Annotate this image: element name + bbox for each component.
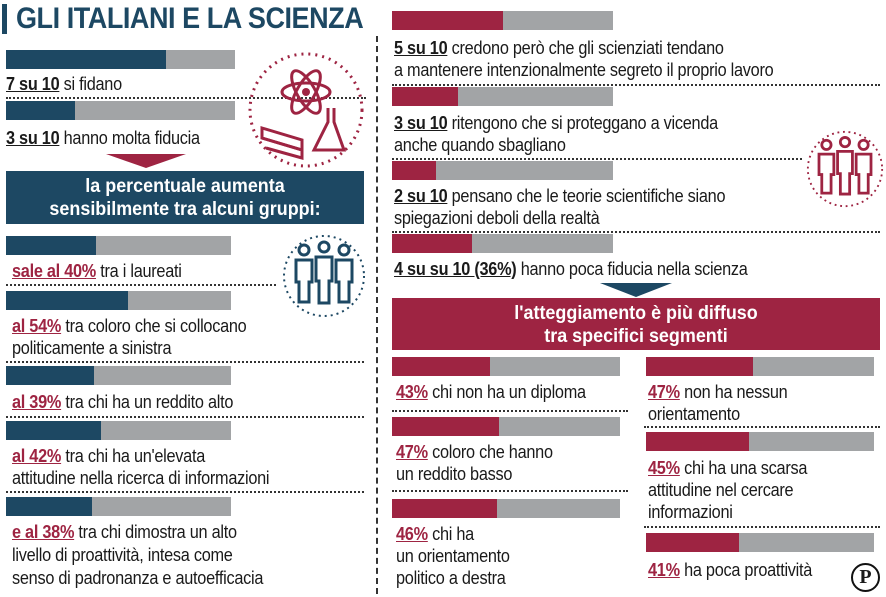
science-icon — [248, 52, 364, 168]
column-divider — [376, 36, 378, 594]
arrow-down — [106, 154, 186, 168]
arrow-down — [600, 283, 672, 297]
stat-low-trust: 4 su su 10 (36%) hanno poca fiducia nell… — [394, 258, 748, 279]
stat-strong-trust: 3 su 10 hanno molta fiducia — [6, 127, 200, 148]
stat-info-seeking: al 42% tra chi ha un'elevata — [12, 445, 206, 466]
separator — [392, 158, 802, 160]
banner-groups: la percentuale aumenta sensibilmente tra… — [6, 171, 364, 224]
separator — [6, 97, 366, 99]
people-group-icon — [806, 130, 884, 208]
stat-no-diploma: 43% chi non ha un diploma — [396, 381, 586, 402]
separator — [644, 526, 880, 528]
stat-protect-cont: anche quando sbagliano — [394, 134, 566, 155]
stat-low-income: 47% coloro che hanno — [396, 441, 553, 462]
stat-no-orientation-cont: orientamento — [648, 403, 740, 424]
separator — [6, 284, 276, 286]
bar-trust-7 — [6, 50, 235, 69]
banner-segments: l'atteggiamento è più diffuso tra specif… — [392, 298, 880, 350]
bar-low-income — [392, 417, 620, 436]
stat-low-info-seeking: 45% chi ha una scarsa — [648, 457, 808, 478]
stat-right-political: 46% chi ha — [396, 523, 474, 544]
bar-weak-theories — [392, 161, 613, 180]
bar-low-proactivity — [646, 533, 874, 552]
page-title: GLI ITALIANI E LA SCIENZA — [16, 2, 364, 35]
separator — [6, 361, 364, 363]
separator — [6, 491, 364, 493]
stat-low-info-seeking-cont2: informazioni — [648, 501, 733, 522]
banner-line: sensibilmente tra alcuni gruppi: — [49, 198, 321, 220]
bar-low-trust — [392, 234, 613, 253]
banner-line: l'atteggiamento è più diffuso — [514, 302, 758, 324]
banner-line: la percentuale aumenta — [85, 175, 285, 197]
separator — [644, 426, 880, 428]
stat-secrecy: 5 su 10 credono però che gli scienziati … — [394, 37, 724, 58]
banner-line: tra specifici segmenti — [544, 325, 728, 347]
stat-left-political: al 54% tra coloro che si collocano — [12, 315, 247, 336]
stat-low-income-cont: un reddito basso — [396, 463, 513, 484]
stat-low-info-seeking-cont: attitudine nel cercare — [648, 479, 794, 500]
stat-proactivity-cont2: senso di padronanza e autoefficacia — [12, 567, 264, 588]
bar-graduates — [6, 236, 231, 255]
stat-graduates: sale al 40% tra i laureati — [12, 260, 182, 281]
stat-proactivity: e al 38% tra chi dimostra un alto — [12, 521, 237, 542]
stat-low-proactivity: 41% ha poca proattività — [648, 559, 813, 580]
stat-no-orientation: 47% non ha nessun — [648, 381, 788, 402]
stat-trust: 7 su 10 si fidano — [6, 73, 122, 94]
stat-weak-theories-cont: spiegazioni deboli della realtà — [394, 207, 600, 228]
bar-high-income — [6, 366, 231, 385]
stat-protect: 3 su 10 ritengono che si proteggano a vi… — [394, 112, 718, 133]
bar-protect — [392, 87, 613, 106]
stat-info-seeking-cont: attitudine nella ricerca di informazioni — [12, 467, 270, 488]
bar-no-diploma — [392, 357, 620, 376]
bar-secrecy — [392, 11, 613, 30]
bar-info-seeking — [6, 421, 231, 440]
stat-right-political-cont2: politico a destra — [396, 567, 506, 588]
bar-no-orientation — [646, 357, 874, 376]
separator — [392, 231, 880, 233]
stat-high-income: al 39% tra chi ha un reddito alto — [12, 391, 234, 412]
stat-left-political-cont: politicamente a sinistra — [12, 337, 172, 358]
people-group-icon — [283, 235, 365, 317]
separator — [392, 410, 628, 412]
bar-left-political — [6, 291, 231, 310]
stat-right-political-cont: un orientamento — [396, 545, 510, 566]
bar-low-info-seeking — [646, 432, 874, 451]
stat-weak-theories: 2 su 10 pensano che le teorie scientific… — [394, 185, 726, 206]
bar-trust-3 — [6, 101, 235, 120]
stat-secrecy-cont: a mantenere intenzionalmente segreto il … — [394, 59, 774, 80]
bar-right-political — [392, 499, 620, 518]
separator — [6, 416, 364, 418]
publisher-logo: P — [851, 563, 880, 592]
bar-proactivity — [6, 497, 231, 516]
separator — [392, 490, 628, 492]
stat-proactivity-cont: livello di proattività, intesa come — [12, 544, 233, 565]
separator — [392, 84, 880, 86]
title-accent-bar — [2, 4, 7, 34]
